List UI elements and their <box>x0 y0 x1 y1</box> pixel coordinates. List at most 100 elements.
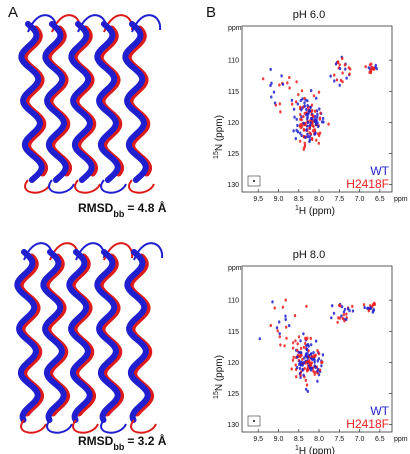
peak <box>298 362 301 366</box>
loop <box>72 419 99 434</box>
helix <box>42 21 69 183</box>
peak <box>338 67 342 71</box>
peak <box>332 311 336 315</box>
peak <box>338 304 342 308</box>
peak <box>369 304 372 308</box>
peak <box>294 363 297 367</box>
peak <box>308 359 311 363</box>
rmsd-text: RMSD <box>78 201 114 215</box>
peak <box>303 367 306 371</box>
superscript: 1 <box>295 205 299 212</box>
helix <box>94 249 121 423</box>
peak <box>306 389 309 393</box>
peak <box>313 360 316 364</box>
x-tick-label: 8.5 <box>294 196 304 203</box>
peak <box>299 339 302 343</box>
peaks <box>262 55 378 151</box>
protein-structure <box>14 242 164 434</box>
y-tick-label: 115 <box>228 89 239 96</box>
peak <box>309 352 313 356</box>
spectrum: pH 8.09.5 9.0 8.5 8.0 7.5 7.0 6.51101151201251… <box>213 249 408 454</box>
peak <box>306 120 309 125</box>
peak <box>345 317 348 322</box>
peak <box>321 116 325 121</box>
peak <box>278 332 281 336</box>
x-tick-label: 6.5 <box>375 196 385 203</box>
legend-entry: WT <box>370 164 389 178</box>
peak <box>300 89 304 93</box>
loop <box>20 419 47 434</box>
ref-box <box>247 415 261 427</box>
peak <box>295 80 298 84</box>
loop <box>74 179 101 194</box>
peak <box>312 351 315 355</box>
peak <box>269 67 272 71</box>
peak <box>341 80 344 84</box>
peak <box>314 339 318 343</box>
peak <box>316 379 319 383</box>
peak <box>316 369 319 373</box>
peak <box>311 114 314 118</box>
peak <box>280 74 283 78</box>
peak <box>273 101 277 105</box>
peak <box>301 363 304 367</box>
peak <box>299 354 302 358</box>
peak <box>363 306 366 310</box>
peak <box>305 347 309 352</box>
peak <box>288 86 291 90</box>
peak <box>342 310 346 314</box>
peak <box>305 383 309 387</box>
peak <box>322 120 325 124</box>
peak <box>310 343 313 347</box>
rmsd-text: RMSD <box>78 434 114 448</box>
peak <box>290 98 294 102</box>
peak <box>306 132 309 136</box>
peak <box>294 137 297 141</box>
peak <box>258 337 261 341</box>
peak <box>291 346 295 350</box>
peak <box>262 77 265 81</box>
peak <box>320 364 323 368</box>
peak <box>317 141 320 145</box>
peak <box>311 129 315 133</box>
peak <box>308 109 311 113</box>
peak <box>299 112 302 116</box>
peak <box>335 78 339 82</box>
y-tick-label: 115 <box>228 329 239 336</box>
peak <box>303 356 306 360</box>
peak <box>303 104 306 108</box>
peak <box>296 102 299 106</box>
peak <box>314 109 317 113</box>
peak <box>304 336 307 340</box>
peak <box>310 103 314 107</box>
rmsd-subscript: bb <box>113 209 124 219</box>
x-tick-label: 9.0 <box>274 196 284 203</box>
superscript: 15 <box>213 391 220 399</box>
peak <box>301 97 304 101</box>
peak <box>293 314 297 318</box>
spectrum-title: pH 6.0 <box>293 9 325 21</box>
peak <box>284 317 287 322</box>
y-axis-label: 15N (ppm) <box>213 115 225 159</box>
peak <box>318 368 322 372</box>
peak <box>302 121 305 125</box>
peak <box>305 107 308 111</box>
peak <box>316 115 319 119</box>
loop <box>48 179 75 194</box>
peak <box>295 366 299 370</box>
peak <box>317 90 321 94</box>
peak <box>290 367 293 371</box>
x-tick-label: 6.5 <box>375 436 385 443</box>
peak <box>291 341 295 345</box>
peak <box>278 102 281 106</box>
peak <box>309 362 313 367</box>
peak <box>278 320 281 324</box>
peak <box>306 115 309 119</box>
peak <box>367 309 370 313</box>
peak <box>343 63 347 67</box>
x-axis-label: 1H (ppm) <box>295 445 335 454</box>
peak <box>349 67 352 71</box>
peak <box>304 387 308 391</box>
peak <box>285 336 288 340</box>
